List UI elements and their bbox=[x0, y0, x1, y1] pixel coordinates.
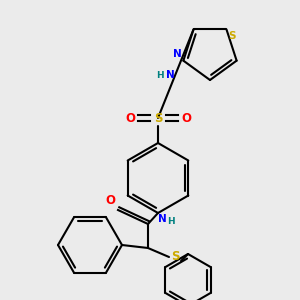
Text: S: S bbox=[154, 112, 162, 124]
Text: O: O bbox=[181, 112, 191, 124]
Text: S: S bbox=[171, 250, 179, 263]
Text: H: H bbox=[167, 217, 175, 226]
Text: H: H bbox=[156, 71, 164, 80]
Text: S: S bbox=[229, 31, 236, 41]
Text: O: O bbox=[125, 112, 135, 124]
Text: N: N bbox=[166, 70, 175, 80]
Text: N: N bbox=[172, 49, 182, 59]
Text: N: N bbox=[158, 214, 167, 224]
Text: O: O bbox=[105, 194, 115, 207]
